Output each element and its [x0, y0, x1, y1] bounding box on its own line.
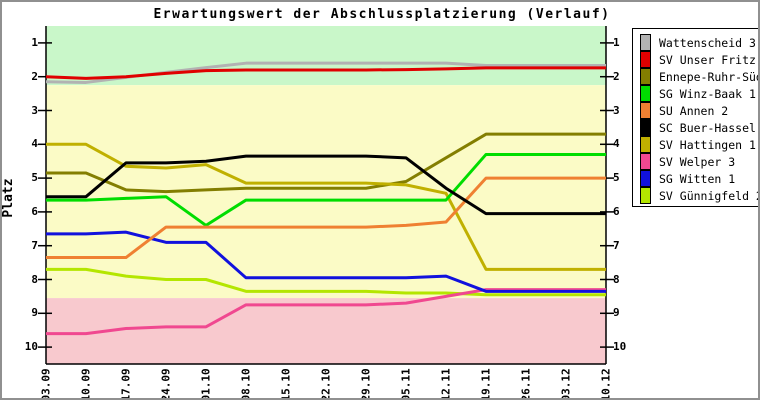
y-tick-label-right: 5 [613, 171, 620, 185]
legend-swatch [640, 102, 651, 119]
x-tick-label: 08.10 [239, 368, 253, 400]
legend-item: SV Welper 3 [633, 153, 758, 170]
legend: Wattenscheid 3 SV Unser Fritz 2 Ennepe-Ruh… [632, 28, 758, 207]
x-tick-label: 03.12 [559, 368, 573, 400]
x-tick-label: 24.09 [159, 368, 173, 400]
y-tick-label-left: 9 [31, 306, 38, 320]
x-tick-label: 15.10 [279, 368, 293, 400]
legend-label: SV Unser Fritz 2 [659, 52, 760, 67]
legend-item: Wattenscheid 3 [633, 34, 758, 51]
legend-item: SG Witten 1 [633, 170, 758, 187]
y-tick-label-right: 6 [613, 204, 620, 218]
series-line-SG Witten 1 [46, 230, 606, 293]
legend-label: SU Annen 2 [659, 103, 729, 118]
x-tick-label: 12.11 [439, 368, 453, 400]
legend-label: SV Hattingen 1 [659, 137, 756, 152]
series-line-SV Unser Fritz 2 [45, 66, 606, 80]
y-tick-label-left: 3 [31, 103, 38, 117]
y-tick-label-right: 3 [613, 103, 620, 117]
x-tick-label: 10.12 [599, 368, 613, 400]
y-tick-label-left: 4 [31, 137, 38, 151]
y-tick-label-right: 7 [613, 238, 620, 252]
legend-item: Ennepe-Ruhr-Süd 2 [633, 68, 758, 85]
x-tick-label: 01.10 [199, 368, 213, 400]
chart-title: Erwartungswert der Abschlussplatzierung … [153, 7, 611, 22]
legend-swatch [640, 170, 651, 187]
legend-swatch [640, 187, 651, 204]
legend-label: SV Günnigfeld 2 [659, 188, 760, 203]
legend-item: SV Unser Fritz 2 [633, 51, 758, 68]
x-tick-label: 05.11 [399, 368, 413, 400]
y-tick-label-right: 8 [613, 272, 620, 286]
series-line-SV Welper 3 [46, 288, 606, 336]
x-tick-label: 29.10 [359, 368, 373, 400]
legend-swatch [640, 34, 651, 51]
legend-label: Ennepe-Ruhr-Süd 2 [659, 69, 760, 84]
series-line-SC Buer-Hassel 2 [46, 154, 606, 216]
band-middle-zone [46, 85, 606, 299]
y-tick-label-right: 10 [613, 340, 627, 354]
y-tick-label-right: 2 [613, 69, 620, 83]
legend-item: SV Günnigfeld 2 [633, 187, 758, 204]
legend-label: Wattenscheid 3 [659, 35, 756, 50]
y-tick-label-right: 1 [613, 35, 620, 49]
legend-swatch [640, 136, 651, 153]
legend-label: SV Welper 3 [659, 154, 736, 169]
legend-swatch [640, 119, 651, 136]
legend-label: SG Winz-Baak 1 [659, 86, 756, 101]
legend-item: SC Buer-Hassel 2 [633, 119, 758, 136]
x-tick-label: 17.09 [119, 368, 133, 400]
series-line-SV Hattingen 1 [46, 142, 606, 271]
legend-swatch [640, 51, 651, 68]
legend-swatch [640, 85, 651, 102]
y-tick-label-right: 4 [613, 137, 620, 151]
y-tick-label-left: 5 [31, 171, 38, 185]
x-tick-label: 22.10 [319, 368, 333, 400]
x-tick-label: 10.09 [79, 368, 93, 400]
y-tick-label-left: 6 [31, 204, 38, 218]
x-tick-label: 03.09 [39, 368, 53, 400]
legend-item: SU Annen 2 [633, 102, 758, 119]
series-line-SV Günnigfeld 2 [46, 267, 606, 297]
x-tick-label: 19.11 [479, 368, 493, 400]
legend-swatch [640, 153, 651, 170]
y-tick-label-left: 1 [31, 35, 38, 49]
series-line-SG Winz-Baak 1 [46, 152, 606, 227]
y-tick-label-left: 7 [31, 238, 38, 252]
y-tick-label-left: 8 [31, 272, 38, 286]
legend-swatch [640, 68, 651, 85]
x-tick-label: 26.11 [519, 368, 533, 400]
y-tick-label-left: 2 [31, 69, 38, 83]
legend-label: SC Buer-Hassel 2 [659, 120, 760, 135]
y-tick-label-left: 10 [24, 340, 38, 354]
band-bottom-zone [46, 298, 606, 364]
series-line-SU Annen 2 [46, 176, 606, 260]
legend-item: SG Winz-Baak 1 [633, 85, 758, 102]
series-line-Ennepe-Ruhr-Süd 2 [46, 132, 606, 194]
legend-item: SV Hattingen 1 [633, 136, 758, 153]
y-tick-label-right: 9 [613, 306, 620, 320]
legend-label: SG Witten 1 [659, 171, 736, 186]
